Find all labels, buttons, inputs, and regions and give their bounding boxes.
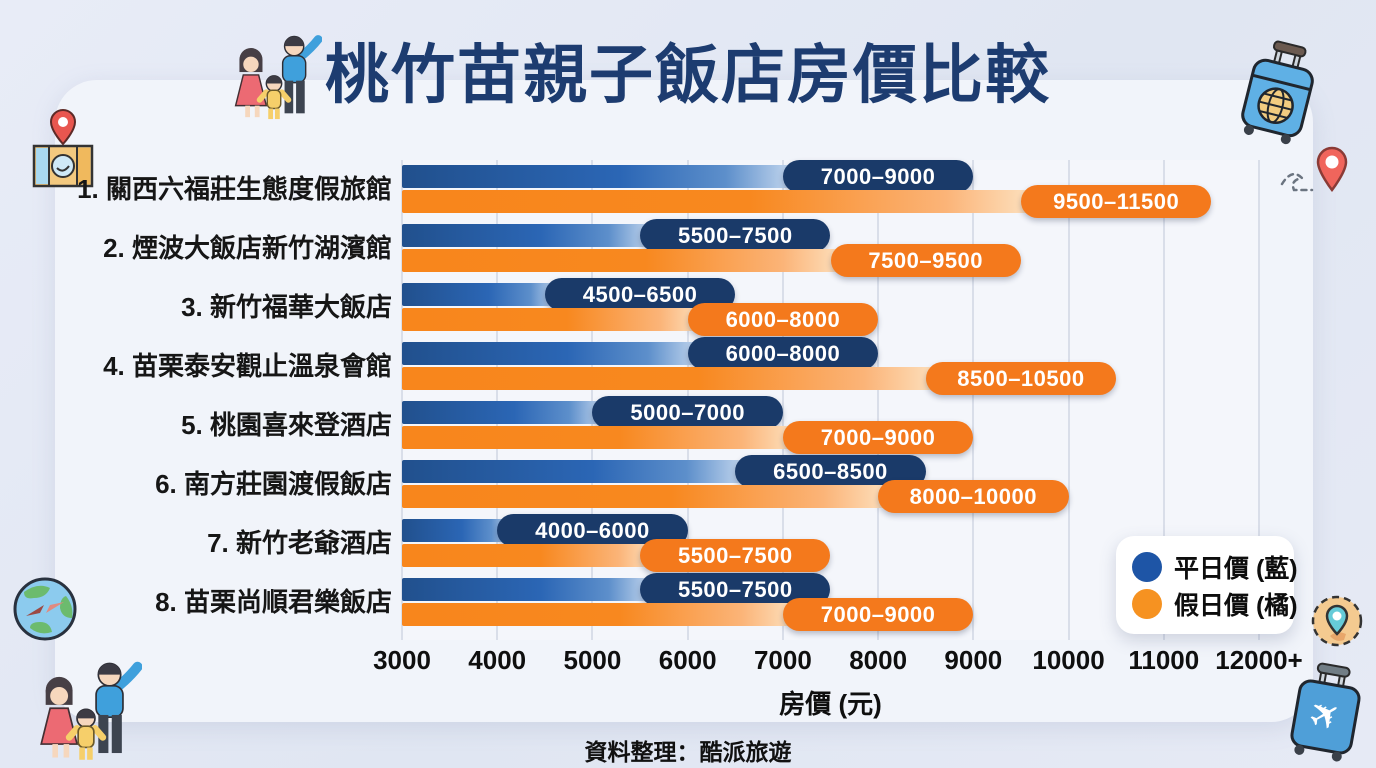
- holiday-price-range-pill: 5500–7500: [640, 539, 831, 572]
- holiday-bar-track: [402, 249, 845, 272]
- weekday-bar-track: [402, 519, 512, 542]
- x-axis-title: 房價 (元): [779, 689, 882, 719]
- holiday-bar-track: [402, 426, 797, 449]
- x-axis-ticks: 3000 4000 5000 6000 7000 8000 9000 10000 11000 12…: [373, 645, 1303, 677]
- weekday-price-range-pill: 6500–8500: [735, 455, 926, 488]
- holiday-bar-track: [402, 308, 702, 331]
- plot-area: 7000–9000 9500–11500 5500–7500 7500–9500 450…: [401, 160, 1260, 640]
- weekday-bar-track: [402, 401, 607, 424]
- gridline: [401, 160, 403, 640]
- x-tick-label: 6000: [658, 645, 717, 675]
- hotel-name-label: 5. 桃園喜來登酒店: [181, 410, 392, 440]
- travel-suitcase-icon: [1241, 40, 1314, 145]
- x-tick-label: 7000: [753, 645, 812, 675]
- gridlines: [401, 160, 1260, 640]
- legend-weekday-label: 平日價 (藍): [1174, 554, 1298, 583]
- holiday-price-range-pill: 7500–9500: [830, 244, 1021, 277]
- airplane-suitcase-icon: ✈: [1290, 662, 1361, 762]
- gridline: [1258, 160, 1260, 640]
- weekday-bar-track: [402, 578, 655, 601]
- legend-holiday-label: 假日價 (橘): [1174, 591, 1298, 620]
- hotel-labels: 1. 關西六福莊生態度假旅館 2. 煙波大飯店新竹湖濱館 3. 新竹福華大飯店 4. …: [30, 160, 392, 640]
- weekday-price-range-pill: 5500–7500: [640, 219, 831, 252]
- holiday-legend-dot-icon: [1132, 588, 1162, 619]
- weekday-price-range-pill: 6000–8000: [687, 337, 879, 370]
- x-tick-label: 9000: [944, 645, 1003, 675]
- holiday-bar-track: [402, 485, 893, 508]
- legend-item-weekday: 平日價 (藍): [1132, 548, 1298, 585]
- holiday-bar-track: [402, 367, 940, 390]
- weekday-price-range-pill: 7000–9000: [782, 160, 974, 193]
- gridline: [877, 160, 880, 640]
- weekday-bar-track: [402, 342, 702, 365]
- hotel-name-label: 2. 煙波大飯店新竹湖濱館: [103, 233, 392, 263]
- holiday-price-range-pill: 7000–9000: [782, 421, 974, 454]
- weekday-price-range-pill: 5000–7000: [592, 396, 783, 429]
- legend-item-holiday: 假日價 (橘): [1132, 585, 1298, 622]
- gridline: [1067, 160, 1070, 640]
- weekday-bar-track: [402, 460, 750, 483]
- footer-credit: 資料整理：酷派旅遊: [584, 739, 792, 765]
- holiday-price-range-pill: 8500–10500: [925, 362, 1117, 395]
- map-pin-icon: [32, 108, 94, 188]
- hotel-name-label: 6. 南方莊園渡假飯店: [155, 469, 392, 499]
- holiday-price-range-pill: 8000–10000: [878, 480, 1069, 513]
- weekday-bar-track: [402, 283, 559, 306]
- x-tick-label: 5000: [563, 645, 622, 675]
- holiday-bar-track: [402, 190, 1035, 213]
- gridline: [1162, 160, 1165, 640]
- gridline: [591, 160, 594, 640]
- person-location-icon: [1311, 595, 1363, 647]
- holiday-price-range-pill: 6000–8000: [687, 303, 879, 336]
- hotel-name-label: 7. 新竹老爺酒店: [207, 528, 392, 558]
- legend: 平日價 (藍) 假日價 (橘): [1116, 536, 1298, 634]
- family-icon: [234, 35, 322, 120]
- holiday-bar-track: [402, 603, 797, 626]
- hotel-name-label: 3. 新竹福華大飯店: [181, 292, 392, 322]
- gridline: [496, 160, 499, 640]
- bars-layer: 7000–9000 9500–11500 5500–7500 7500–9500 450…: [402, 160, 1259, 640]
- x-tick-label: 12000+: [1215, 645, 1303, 675]
- x-tick-label: 10000: [1032, 645, 1105, 675]
- x-tick-label: 11000: [1128, 645, 1200, 675]
- x-tick-label: 8000: [849, 645, 908, 675]
- globe-compass-icon: [13, 577, 77, 641]
- gridline: [781, 160, 784, 640]
- hotel-name-label: 8. 苗栗尚順君樂飯店: [155, 587, 392, 617]
- page-title: 桃竹苗親子飯店房價比較: [325, 39, 1051, 111]
- hotel-name-label: 4. 苗栗泰安觀止溫泉會館: [103, 351, 392, 381]
- x-tick-label: 3000: [373, 645, 431, 675]
- hotel-name-label: 1. 關西六福莊生態度假旅館: [77, 174, 392, 204]
- holiday-price-range-pill: 9500–11500: [1020, 185, 1212, 218]
- family-icon: [40, 661, 142, 760]
- weekday-bar-track: [402, 165, 797, 188]
- x-tick-label: 4000: [468, 645, 527, 675]
- gridline: [972, 160, 975, 640]
- weekday-bar-track: [402, 224, 655, 247]
- holiday-price-range-pill: 7000–9000: [782, 598, 974, 631]
- weekday-legend-dot-icon: [1132, 551, 1162, 582]
- holiday-bar-track: [402, 544, 655, 567]
- location-pin-icon: [1280, 146, 1348, 193]
